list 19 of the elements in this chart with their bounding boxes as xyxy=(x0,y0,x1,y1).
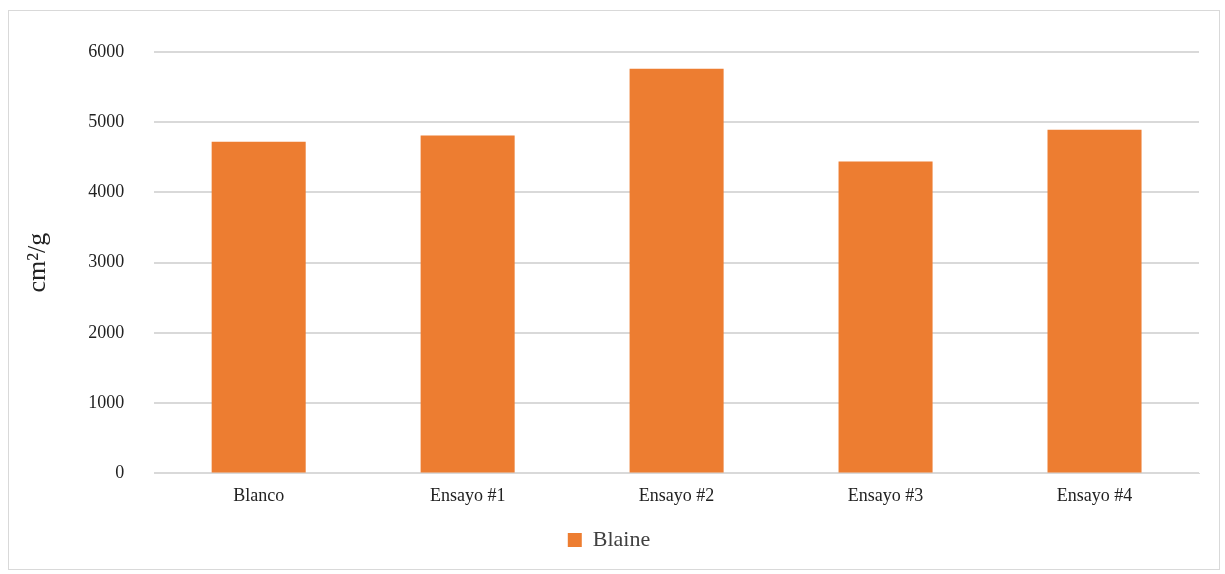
x-tick-label: Blanco xyxy=(233,484,285,505)
y-axis-title: cm²/g xyxy=(22,232,52,293)
bar xyxy=(838,161,933,473)
bar xyxy=(420,135,515,473)
bar xyxy=(629,68,724,473)
x-tick-label: Ensayo #4 xyxy=(1056,484,1133,505)
y-tick-label: 5000 xyxy=(88,110,125,131)
x-tick-label: Ensayo #3 xyxy=(847,484,924,505)
legend-label: Blaine xyxy=(592,525,651,551)
y-tick-label: 6000 xyxy=(88,40,125,61)
y-tick-label: 4000 xyxy=(88,181,125,202)
x-tick-label: Ensayo #2 xyxy=(638,484,715,505)
bar xyxy=(211,141,306,473)
y-tick-label: 1000 xyxy=(88,391,125,412)
y-tick-label: 0 xyxy=(115,462,125,483)
x-tick-label: Ensayo #1 xyxy=(429,484,506,505)
y-tick-label: 3000 xyxy=(88,251,125,272)
bar xyxy=(1047,129,1142,473)
y-tick-label: 2000 xyxy=(88,321,125,342)
